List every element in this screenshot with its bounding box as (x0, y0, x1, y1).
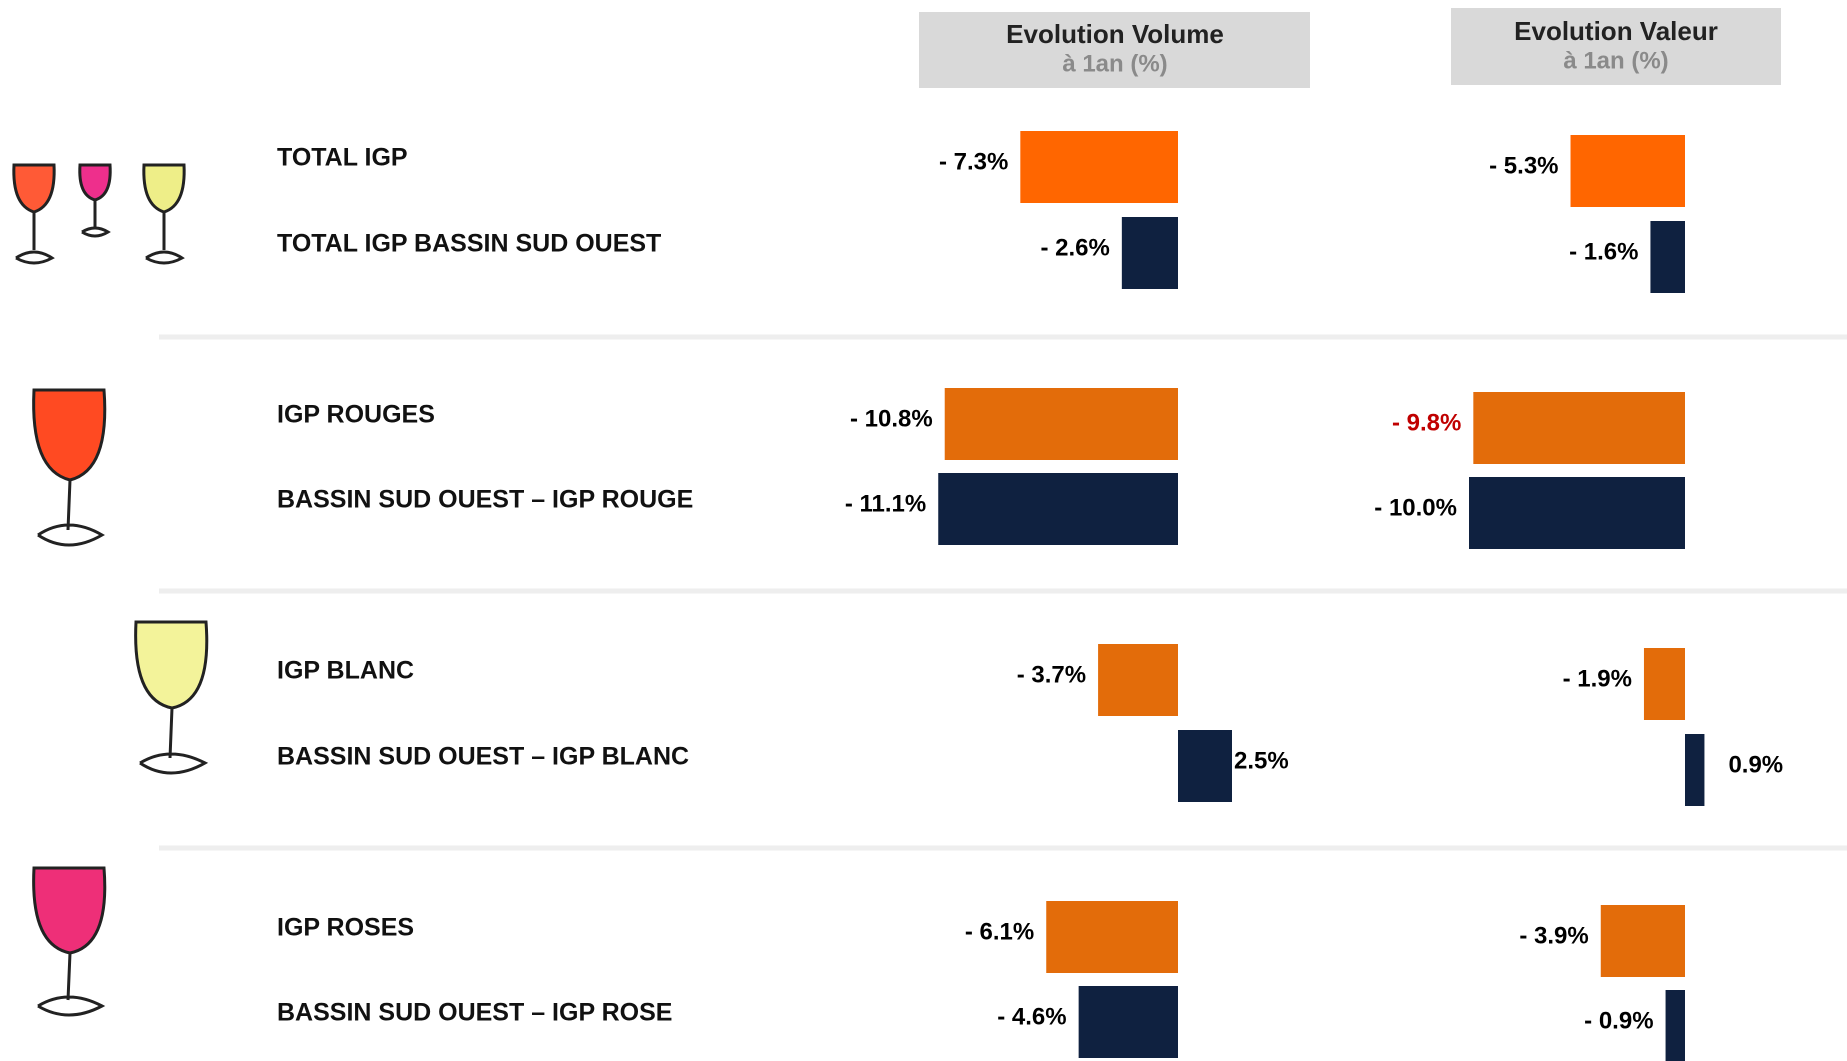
header-subtitle: à 1an (%) (1563, 47, 1668, 74)
category-label: TOTAL IGP BASSIN SUD OUEST (277, 230, 661, 258)
value-label: - 0.9% (1584, 1007, 1653, 1034)
value-label: 0.9% (1728, 751, 1783, 778)
bar (1600, 905, 1685, 977)
category-label: IGP BLANC (277, 657, 414, 685)
bar (1570, 135, 1685, 207)
header-title: Evolution Volume (1006, 19, 1224, 49)
bar (1473, 392, 1685, 464)
bar (1020, 131, 1178, 203)
header-box (1451, 8, 1781, 85)
bar (1078, 986, 1178, 1058)
bar (1121, 217, 1178, 289)
value-label: - 7.3% (939, 148, 1008, 175)
category-label: BASSIN SUD OUEST – IGP BLANC (277, 743, 689, 771)
header-box (919, 12, 1310, 88)
value-label: - 2.6% (1040, 234, 1109, 261)
value-label: - 3.9% (1519, 922, 1588, 949)
bar (1685, 734, 1705, 806)
value-label: - 10.8% (850, 405, 933, 432)
bar (1046, 901, 1178, 973)
value-label: - 6.1% (965, 918, 1034, 945)
category-label: BASSIN SUD OUEST – IGP ROUGE (277, 486, 693, 514)
bar (1178, 730, 1232, 802)
bar (1643, 648, 1685, 720)
value-label: - 3.7% (1017, 661, 1086, 688)
value-label: - 10.0% (1374, 494, 1457, 521)
header-title: Evolution Valeur (1514, 16, 1718, 46)
bar (1665, 990, 1685, 1061)
value-label: 2.5% (1234, 747, 1289, 774)
bar (1098, 644, 1178, 716)
bar (1650, 221, 1685, 293)
bar (1469, 477, 1685, 549)
category-label: IGP ROSES (277, 914, 414, 942)
red-wine-glass-icon (32, 388, 107, 547)
header-subtitle: à 1an (%) (1062, 50, 1167, 77)
white-wine-glass-icon (134, 620, 209, 775)
value-label: - 5.3% (1489, 152, 1558, 179)
bar (938, 473, 1178, 545)
value-label: - 1.6% (1569, 238, 1638, 265)
category-label: TOTAL IGP (277, 144, 408, 172)
value-label: - 11.1% (845, 490, 926, 517)
bar (944, 388, 1178, 460)
category-label: IGP ROUGES (277, 401, 435, 429)
wine-glasses-icon (12, 163, 186, 265)
value-label: - 1.9% (1563, 665, 1632, 692)
category-label: BASSIN SUD OUEST – IGP ROSE (277, 999, 672, 1027)
value-label: - 9.8% (1392, 409, 1461, 436)
rose-wine-glass-icon (32, 866, 107, 1017)
value-label: - 4.6% (997, 1003, 1066, 1030)
